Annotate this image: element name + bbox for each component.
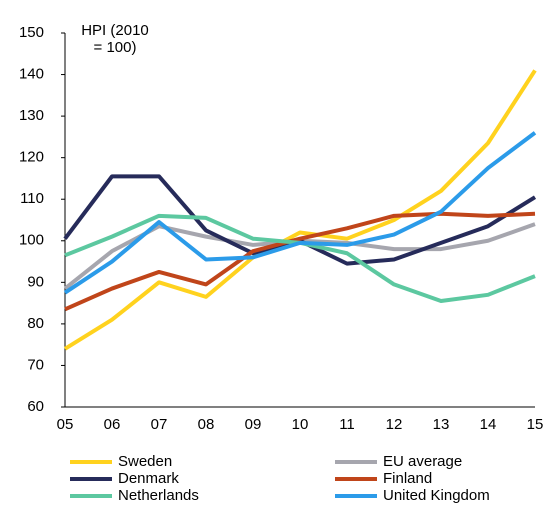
x-tick-label: 13: [433, 416, 450, 433]
legend-label: Denmark: [118, 470, 179, 487]
y-axis-label: HPI (2010 = 100): [81, 22, 149, 56]
x-tick-label: 11: [339, 416, 355, 433]
legend-label: Sweden: [118, 453, 172, 470]
legend-label: EU average: [383, 453, 462, 470]
y-tick-label: 100: [19, 232, 44, 249]
y-tick-label: 110: [20, 190, 44, 207]
x-tick-label: 15: [527, 416, 544, 433]
legend-label: Netherlands: [118, 487, 199, 504]
y-tick-label: 120: [19, 149, 44, 166]
series-line: [64, 213, 536, 304]
x-tick-label: 09: [245, 416, 262, 433]
y-tick-label: 130: [19, 107, 44, 124]
y-tick-label: 150: [19, 24, 44, 41]
y-tick-label: 80: [27, 315, 44, 332]
y-tick-label: 90: [27, 273, 44, 290]
x-tick-label: 07: [151, 416, 168, 433]
y-tick-label: 60: [27, 398, 44, 415]
series-line: [63, 69, 537, 351]
x-tick-label: 08: [198, 416, 215, 433]
legend-label: United Kingdom: [383, 487, 490, 504]
series-line: [63, 174, 537, 266]
legend-label: Finland: [383, 470, 432, 487]
y-tick-label: 140: [19, 66, 44, 83]
x-tick-label: 05: [57, 416, 74, 433]
series-line: [63, 131, 537, 295]
y-tick-label: 70: [27, 356, 44, 373]
x-tick-label: 06: [104, 416, 121, 433]
x-tick-label: 12: [386, 416, 403, 433]
x-tick-label: 14: [480, 416, 497, 433]
x-tick-label: 10: [292, 416, 309, 433]
series-line: [64, 211, 536, 312]
